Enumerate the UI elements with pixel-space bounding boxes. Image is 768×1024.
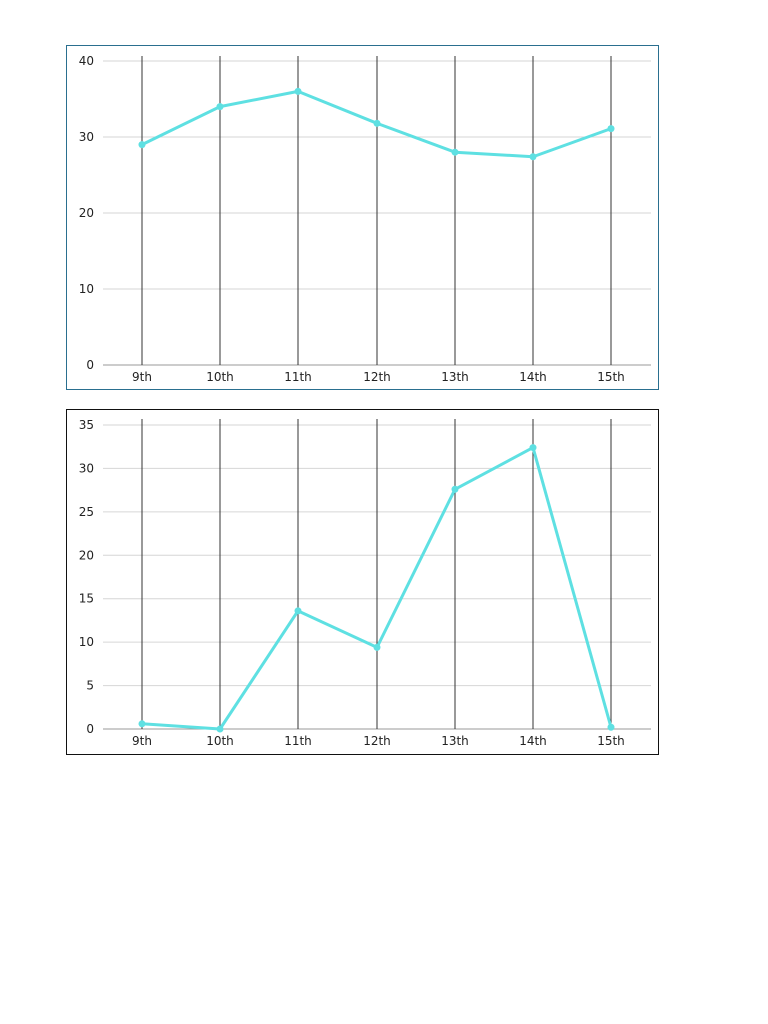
- x-tick-label: 13th: [441, 734, 469, 748]
- y-tick-label: 30: [79, 461, 94, 475]
- x-tick-label: 15th: [597, 370, 625, 384]
- x-tick-label: 9th: [132, 370, 152, 384]
- y-tick-label: 0: [86, 722, 94, 736]
- data-point: [138, 720, 146, 728]
- data-point: [216, 725, 224, 733]
- chart-bottom: 0 5 10 15 20 25 30 35 9th 10th 11th 12th 13th 14th 15t…: [66, 409, 659, 755]
- x-tick-label: 12th: [363, 734, 391, 748]
- x-tick-label: 15th: [597, 734, 625, 748]
- x-tick-label: 9th: [132, 734, 152, 748]
- y-tick-label: 40: [79, 54, 94, 68]
- x-tick-label: 14th: [519, 734, 547, 748]
- data-point: [373, 119, 381, 127]
- data-point: [138, 141, 146, 149]
- chart-top: 0 10 20 30 40 9th 10th 11th 12th 13th 14th 15th: [66, 45, 659, 390]
- data-point: [216, 103, 224, 111]
- data-point: [294, 607, 302, 615]
- data-point: [607, 723, 615, 731]
- y-tick-label: 0: [86, 358, 94, 372]
- y-tick-label: 10: [79, 282, 94, 296]
- y-tick-label: 15: [79, 592, 94, 606]
- data-point: [529, 153, 537, 161]
- line-chart-bottom-plot: 0 5 10 15 20 25 30 35 9th 10th 11th 12th 13th 14th 15t…: [79, 418, 651, 748]
- y-tick-label: 30: [79, 130, 94, 144]
- x-tick-label: 11th: [284, 734, 312, 748]
- x-tick-label: 10th: [206, 734, 234, 748]
- data-point: [529, 444, 537, 452]
- y-tick-label: 5: [86, 679, 94, 693]
- x-tick-label: 14th: [519, 370, 547, 384]
- y-tick-label: 20: [79, 548, 94, 562]
- x-tick-label: 10th: [206, 370, 234, 384]
- line-chart-top-plot: 0 10 20 30 40 9th 10th 11th 12th 13th 14th 15th: [79, 54, 651, 384]
- y-tick-label: 20: [79, 206, 94, 220]
- data-point: [294, 87, 302, 95]
- x-tick-label: 13th: [441, 370, 469, 384]
- data-point: [451, 148, 459, 156]
- data-point: [373, 643, 381, 651]
- data-point: [451, 485, 459, 493]
- y-tick-label: 10: [79, 635, 94, 649]
- y-tick-label: 25: [79, 505, 94, 519]
- x-tick-label: 12th: [363, 370, 391, 384]
- y-tick-label: 35: [79, 418, 94, 432]
- data-point: [607, 125, 615, 133]
- x-tick-label: 11th: [284, 370, 312, 384]
